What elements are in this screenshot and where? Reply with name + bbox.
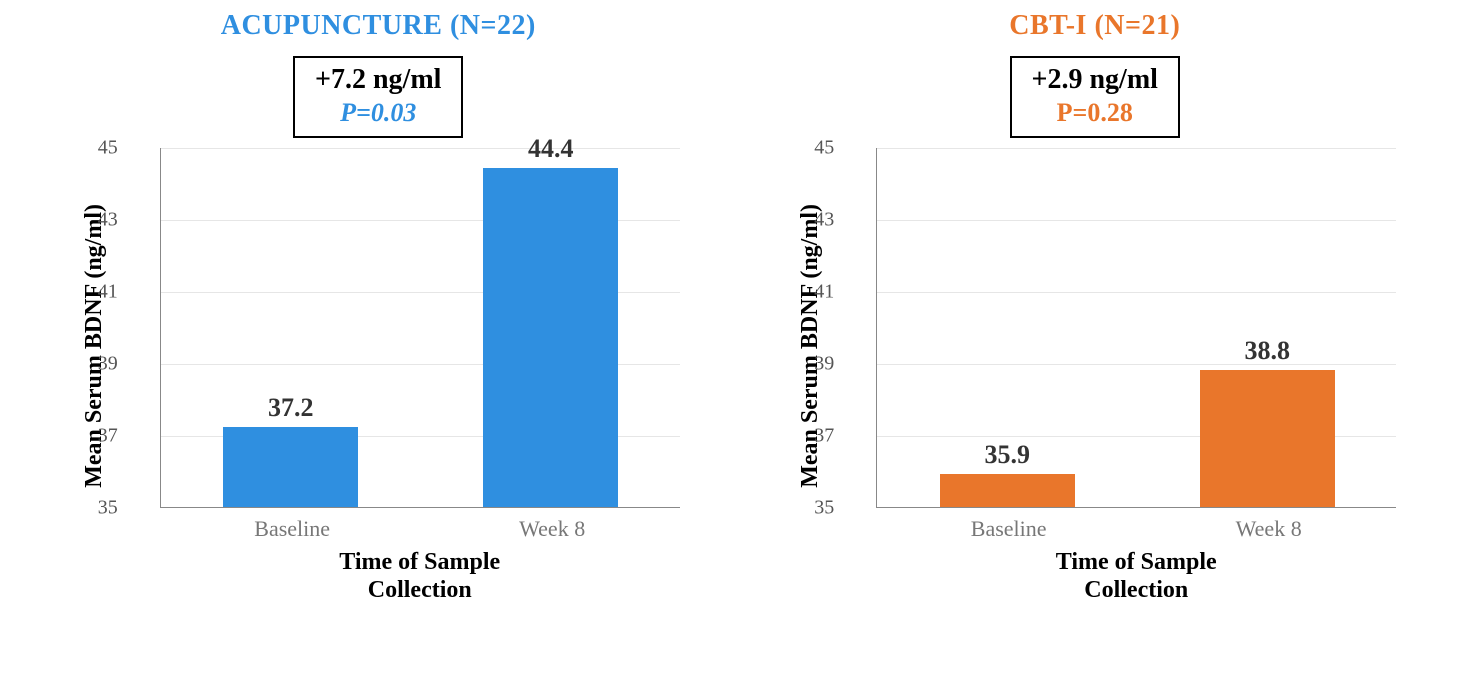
- bar-value-label: 35.9: [940, 440, 1075, 470]
- chart-cbti: Mean Serum BDNF (ng/ml) 353739414345 35.…: [793, 148, 1396, 606]
- bar: 38.8: [1200, 370, 1335, 507]
- x-axis-label: Time of Sample Collection: [876, 548, 1396, 606]
- callout-acupuncture: +7.2 ng/ml P=0.03: [293, 56, 463, 138]
- plot-area: 35.9 38.8: [876, 148, 1396, 508]
- x-axis-label-line1: Time of Sample: [339, 549, 500, 575]
- panel-title-acupuncture: ACUPUNCTURE (N=22): [221, 10, 536, 42]
- x-axis-label: Time of Sample Collection: [160, 548, 680, 606]
- bar: 35.9: [940, 474, 1075, 506]
- bar: 44.4: [483, 168, 618, 506]
- x-axis-label-line1: Time of Sample: [1056, 549, 1217, 575]
- plot-container: 353739414345 35.938.8 BaselineWeek 8 Tim…: [876, 148, 1396, 606]
- y-tick-label: 39: [814, 352, 834, 375]
- y-tick-label: 43: [98, 208, 118, 231]
- gridline: [877, 148, 1396, 149]
- chart-acupuncture: Mean Serum BDNF (ng/ml) 353739414345 37.…: [77, 148, 680, 606]
- y-tick-label: 45: [814, 136, 834, 159]
- bar-value-label: 37.2: [223, 393, 358, 423]
- bar: 37.2: [223, 427, 358, 506]
- x-ticks: Baseline Week 8: [160, 516, 680, 542]
- panel-cbti: CBT-I (N=21) +2.9 ng/ml P=0.28 Mean Seru…: [755, 10, 1435, 605]
- x-tick-label: Baseline: [971, 516, 1047, 542]
- y-tick-label: 35: [814, 496, 834, 519]
- plot-container: 353739414345 37.244.4 BaselineWeek 8 Tim…: [160, 148, 680, 606]
- callout-delta: +2.9 ng/ml: [1032, 62, 1158, 97]
- y-tick-label: 39: [98, 352, 118, 375]
- gridline: [877, 220, 1396, 221]
- y-tick-label: 37: [814, 424, 834, 447]
- callout-pvalue: P=0.28: [1032, 97, 1158, 130]
- y-tick-label: 45: [98, 136, 118, 159]
- panel-title-cbti: CBT-I (N=21): [1009, 10, 1180, 42]
- figure-root: ACUPUNCTURE (N=22) +7.2 ng/ml P=0.03 Mea…: [0, 0, 1473, 685]
- x-tick-label: Week 8: [519, 516, 585, 542]
- callout-cbti: +2.9 ng/ml P=0.28: [1010, 56, 1180, 138]
- y-tick-label: 35: [98, 496, 118, 519]
- y-tick-label: 37: [98, 424, 118, 447]
- x-ticks: Baseline Week 8: [876, 516, 1396, 542]
- y-tick-label: 41: [98, 280, 118, 303]
- x-tick-label: Baseline: [254, 516, 330, 542]
- gridline: [877, 292, 1396, 293]
- y-tick-label: 43: [814, 208, 834, 231]
- plot-area: 37.2 44.4: [160, 148, 680, 508]
- callout-delta: +7.2 ng/ml: [315, 62, 441, 97]
- x-axis-label-line2: Collection: [368, 577, 472, 603]
- bar-value-label: 44.4: [483, 134, 618, 164]
- x-axis-label-line2: Collection: [1084, 577, 1188, 603]
- x-tick-label: Week 8: [1236, 516, 1302, 542]
- callout-pvalue: P=0.03: [315, 97, 441, 130]
- y-tick-label: 41: [814, 280, 834, 303]
- bar-value-label: 38.8: [1200, 336, 1335, 366]
- panel-acupuncture: ACUPUNCTURE (N=22) +7.2 ng/ml P=0.03 Mea…: [38, 10, 718, 605]
